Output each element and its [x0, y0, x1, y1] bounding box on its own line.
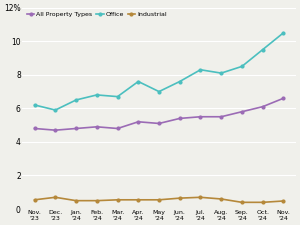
- Industrial: [240, 201, 244, 204]
- All Property Types: [54, 129, 57, 132]
- All Property Types: [199, 115, 202, 118]
- All Property Types: [74, 127, 78, 130]
- All Property Types: [116, 127, 119, 130]
- Office: [240, 65, 244, 68]
- Industrial: [95, 199, 99, 202]
- Industrial: [261, 201, 265, 204]
- Line: Industrial: Industrial: [33, 196, 285, 204]
- Industrial: [33, 198, 36, 201]
- Line: All Property Types: All Property Types: [33, 97, 285, 132]
- Industrial: [54, 196, 57, 199]
- Industrial: [116, 198, 119, 201]
- All Property Types: [136, 120, 140, 123]
- Office: [116, 95, 119, 98]
- Industrial: [157, 198, 161, 201]
- All Property Types: [157, 122, 161, 125]
- Office: [33, 104, 36, 106]
- Legend: All Property Types, Office, Industrial: All Property Types, Office, Industrial: [25, 10, 168, 18]
- Office: [219, 72, 223, 74]
- All Property Types: [240, 110, 244, 113]
- All Property Types: [33, 127, 36, 130]
- Industrial: [219, 198, 223, 200]
- Office: [54, 109, 57, 111]
- Industrial: [74, 199, 78, 202]
- All Property Types: [219, 115, 223, 118]
- Office: [136, 80, 140, 83]
- Office: [282, 32, 285, 34]
- Office: [95, 94, 99, 96]
- Line: Office: Office: [33, 32, 285, 111]
- Office: [178, 80, 181, 83]
- All Property Types: [178, 117, 181, 120]
- All Property Types: [95, 126, 99, 128]
- Industrial: [282, 200, 285, 202]
- Office: [157, 90, 161, 93]
- Office: [74, 99, 78, 101]
- Office: [199, 68, 202, 71]
- All Property Types: [261, 105, 265, 108]
- Industrial: [178, 197, 181, 200]
- All Property Types: [282, 97, 285, 100]
- Office: [261, 48, 265, 51]
- Industrial: [199, 196, 202, 199]
- Industrial: [136, 198, 140, 201]
